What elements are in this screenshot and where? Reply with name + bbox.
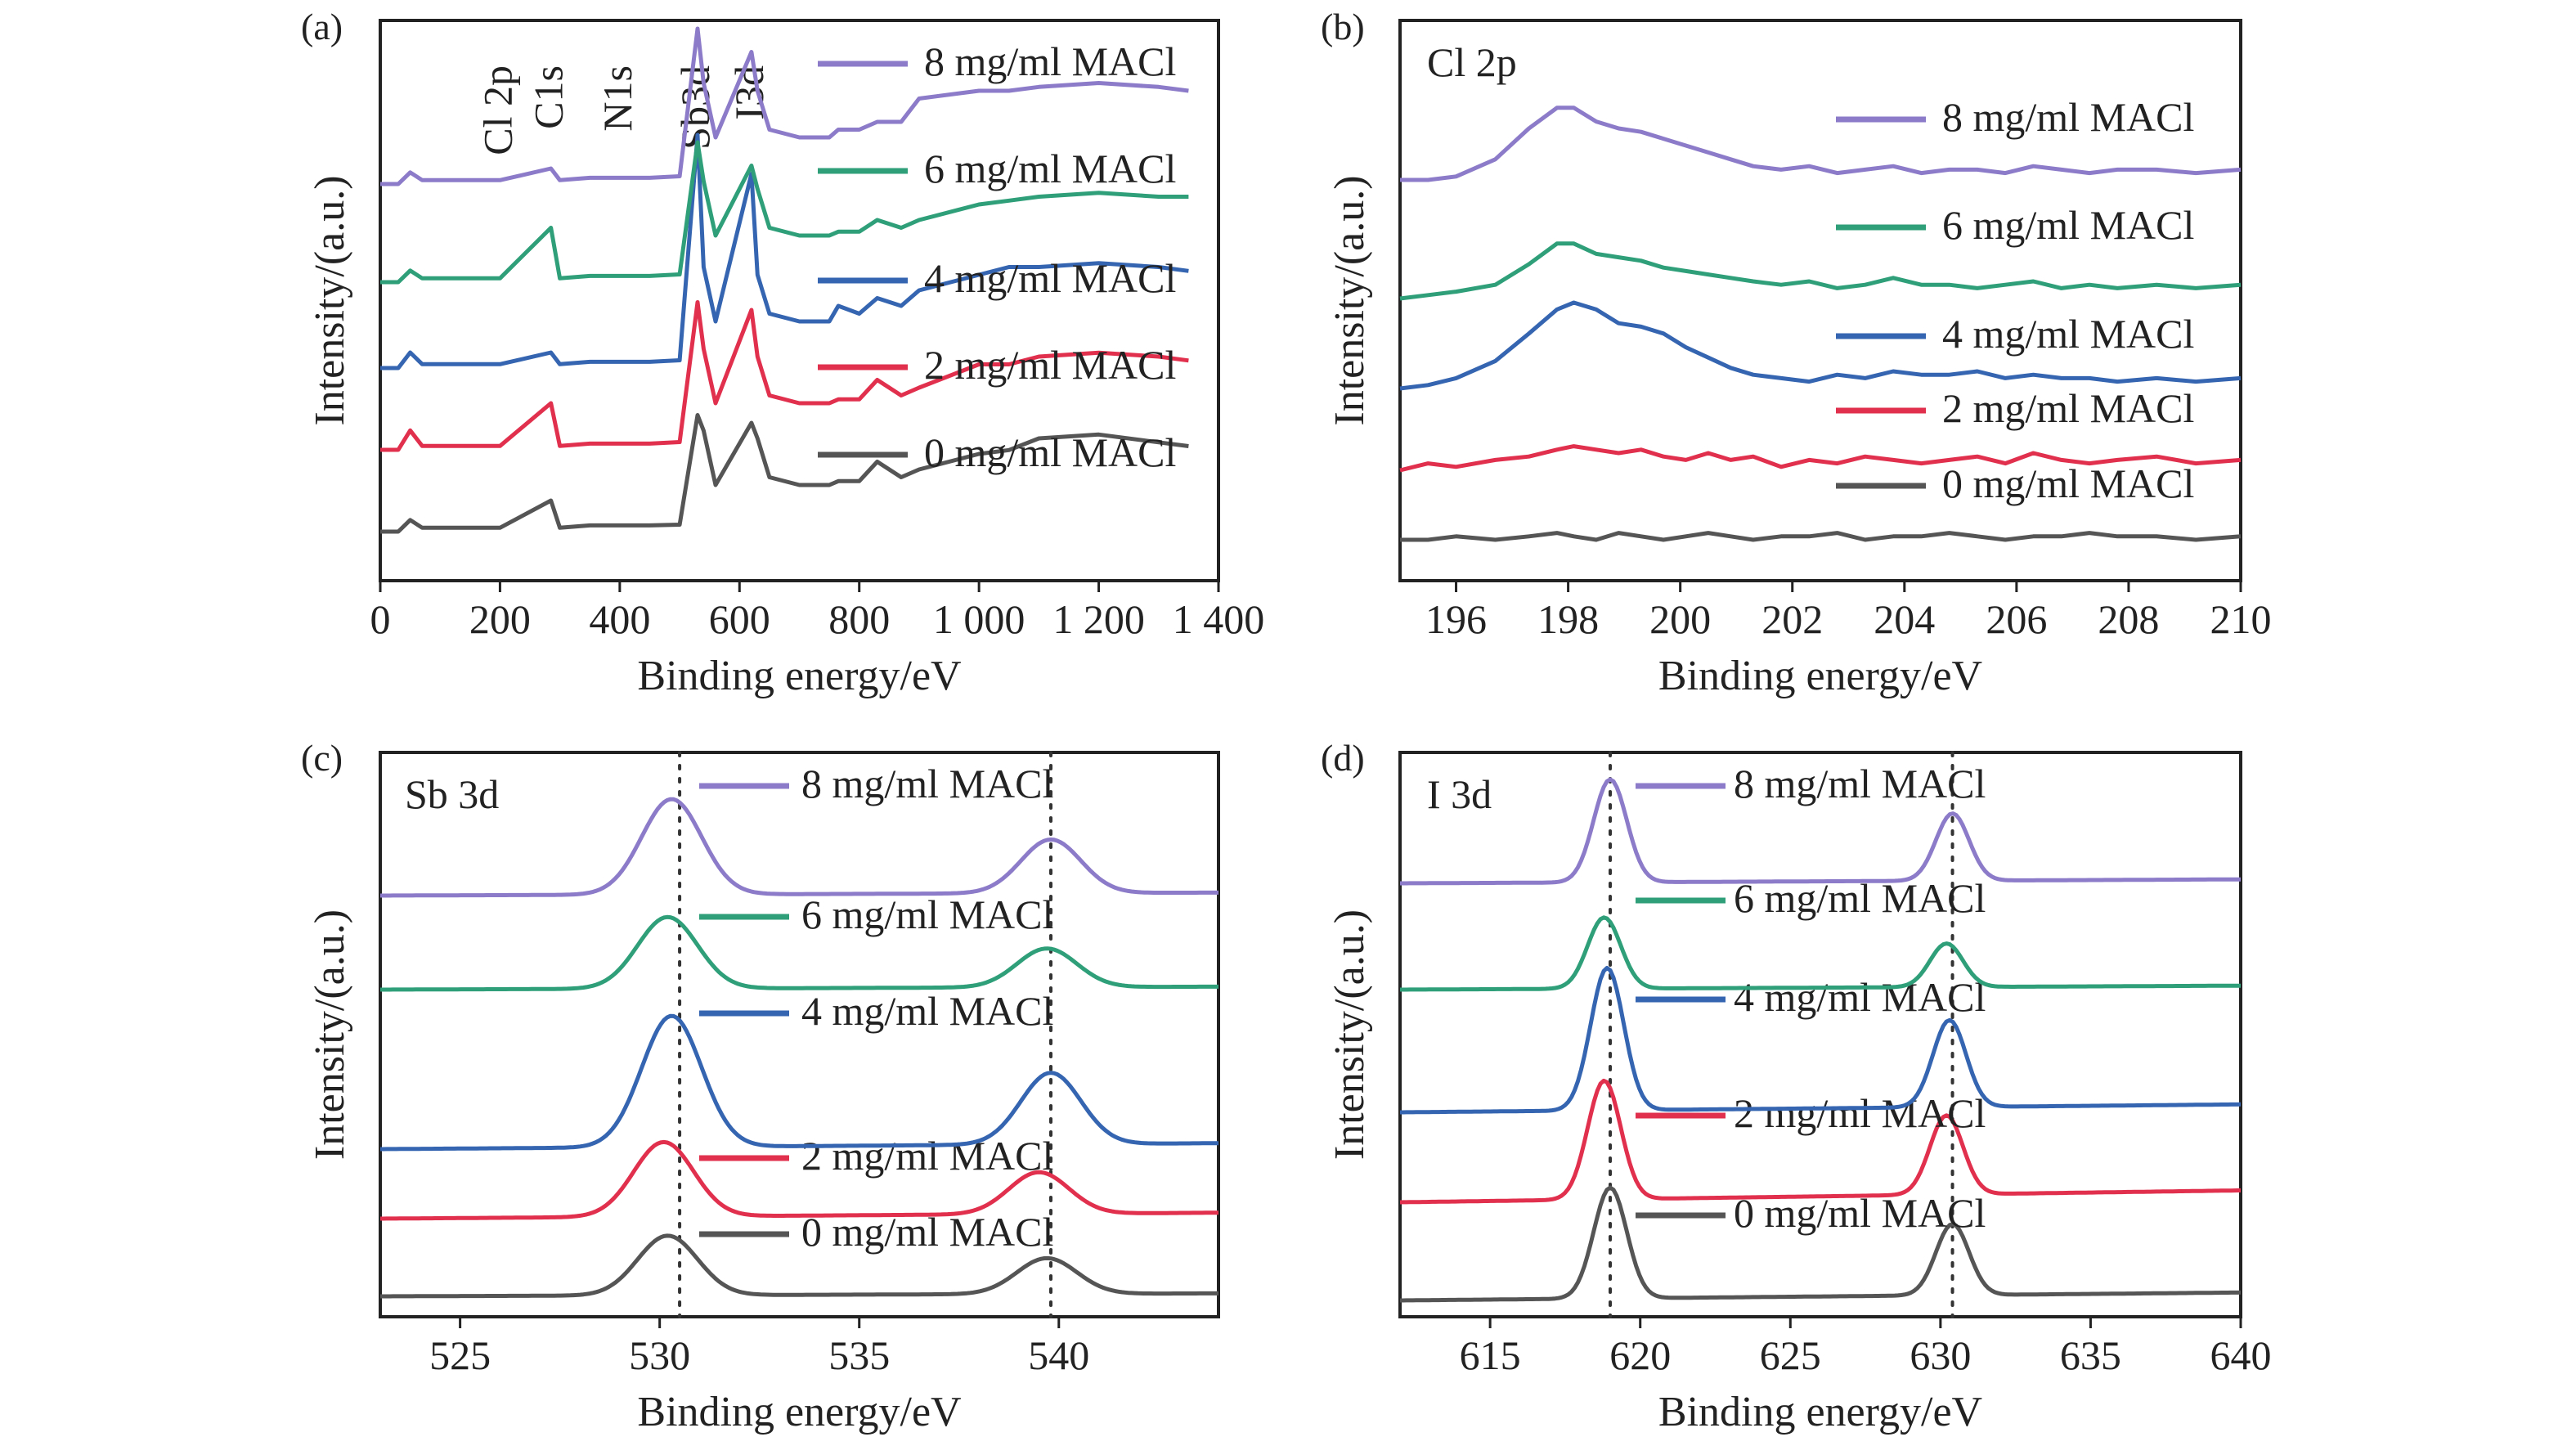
x-tick-label: 540 <box>1028 1332 1089 1378</box>
x-axis-title: Binding energy/eV <box>1658 653 1982 699</box>
legend-label: 8 mg/ml MACl <box>924 38 1176 84</box>
series-line <box>380 797 1218 898</box>
plot-frame <box>379 751 1220 1318</box>
panel-title: Cl 2p <box>1427 39 1517 85</box>
x-tick-label: 210 <box>2210 596 2272 642</box>
x-tick-label: 620 <box>1609 1332 1671 1378</box>
x-tick-label: 400 <box>589 596 650 642</box>
panel-title: I 3d <box>1427 771 1492 817</box>
series-line <box>380 300 1189 452</box>
panel-b: 196 198 200 202 204 206 208 210 Binding energy/e… <box>1321 6 2272 699</box>
peak-label: Cl 2p <box>474 65 520 155</box>
peak-label: C1s <box>526 65 572 129</box>
panel-letter: (d) <box>1321 737 1365 779</box>
x-tick-label: 202 <box>1761 596 1823 642</box>
x-tick-label: 206 <box>1986 596 2047 642</box>
x-tick-label: 640 <box>2210 1332 2272 1378</box>
x-tick-label: 630 <box>1910 1332 1971 1378</box>
panel-title: Sb 3d <box>405 771 499 817</box>
x-axis-title: Binding energy/eV <box>637 1389 961 1435</box>
series-line <box>1400 1185 2242 1303</box>
plot-frame <box>379 19 1220 582</box>
legend-label: 4 mg/ml MACl <box>1734 974 1986 1020</box>
series-line <box>380 1233 1218 1299</box>
series-line <box>380 914 1218 992</box>
y-axis-title: Intensity/(a.u.) <box>1326 909 1373 1160</box>
series-line <box>380 413 1189 534</box>
y-axis-title: Intensity/(a.u.) <box>307 909 353 1160</box>
x-tick-label: 204 <box>1874 596 1935 642</box>
legend-label: 0 mg/ml MACl <box>1942 460 2194 506</box>
panel-d: 615 620 625 630 635 640 Binding energy/eV Inten… <box>1321 737 2272 1435</box>
legend-label: 6 mg/ml MACl <box>801 891 1053 937</box>
x-tick-label: 0 <box>370 596 391 642</box>
x-tick-label: 635 <box>2060 1332 2121 1378</box>
series-line <box>1399 241 2242 301</box>
x-tick-label: 200 <box>469 596 531 642</box>
x-tick-label: 530 <box>629 1332 690 1378</box>
plot-frame <box>1398 19 2242 582</box>
panel-letter: (c) <box>301 737 343 779</box>
x-tick-label: 1 000 <box>933 596 1025 642</box>
plot-frame <box>1398 751 2242 1318</box>
x-tick-label: 600 <box>709 596 770 642</box>
x-tick-label: 196 <box>1425 596 1487 642</box>
series-line <box>380 26 1189 186</box>
legend-label: 6 mg/ml MACl <box>924 146 1176 191</box>
x-tick-label: 535 <box>828 1332 890 1378</box>
series-line <box>380 140 1189 285</box>
x-tick-label: 615 <box>1460 1332 1521 1378</box>
x-tick-label: 198 <box>1537 596 1599 642</box>
peak-label: N1s <box>595 65 640 132</box>
x-tick-label: 200 <box>1649 596 1711 642</box>
y-axis-title: Intensity/(a.u.) <box>307 175 353 425</box>
legend-label: 6 mg/ml MACl <box>1942 202 2194 248</box>
legend-label: 8 mg/ml MACl <box>1942 94 2194 140</box>
x-tick-label: 1 400 <box>1173 596 1265 642</box>
series-line <box>1400 777 2241 886</box>
legend-label: 0 mg/ml MACl <box>924 429 1176 475</box>
x-tick-label: 625 <box>1760 1332 1821 1378</box>
series-line <box>380 1139 1218 1221</box>
legend-label: 8 mg/ml MACl <box>1734 761 1986 806</box>
panel-a: 0 200 400 600 800 1 000 1 200 1 400 Binding ener… <box>301 6 1264 699</box>
legend-label: 2 mg/ml MACl <box>801 1133 1053 1179</box>
panel-letter: (a) <box>301 6 343 47</box>
series-line <box>1399 1078 2241 1205</box>
series-line <box>1399 300 2242 391</box>
legend-label: 2 mg/ml MACl <box>1942 385 2194 431</box>
x-axis-title: Binding energy/eV <box>1658 1389 1982 1435</box>
panel-c: 525 530 535 540 Binding energy/eV Intensity/(… <box>301 737 1220 1435</box>
legend-label: 4 mg/ml MACl <box>1942 311 2194 357</box>
x-tick-label: 208 <box>2098 596 2159 642</box>
series-line <box>1400 531 2242 542</box>
x-axis-title: Binding energy/eV <box>637 653 961 699</box>
peak-label: Sb3d <box>672 65 718 150</box>
legend-label: 8 mg/ml MACl <box>801 761 1053 806</box>
legend-label: 2 mg/ml MACl <box>924 342 1176 388</box>
series-line <box>1400 915 2241 992</box>
series-line <box>1400 106 2242 182</box>
x-tick-label: 525 <box>429 1332 491 1378</box>
x-tick-label: 800 <box>828 596 890 642</box>
series-line <box>1400 966 2242 1115</box>
legend-label: 4 mg/ml MACl <box>801 988 1053 1034</box>
panel-letter: (b) <box>1321 6 1365 47</box>
series-line <box>380 1013 1218 1152</box>
series-line <box>1399 444 2242 473</box>
y-axis-title: Intensity/(a.u.) <box>1326 175 1373 425</box>
legend-label: 4 mg/ml MACl <box>924 255 1176 301</box>
legend-label: 2 mg/ml MACl <box>1734 1090 1986 1136</box>
series-line <box>380 132 1189 370</box>
x-tick-label: 1 200 <box>1052 596 1145 642</box>
